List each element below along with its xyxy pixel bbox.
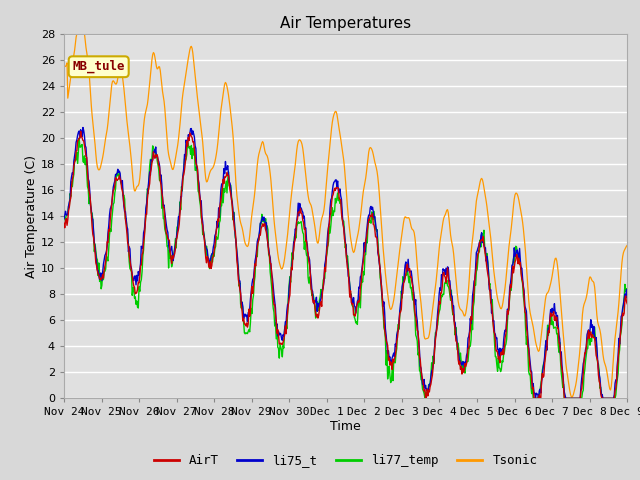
Legend: AirT, li75_t, li77_temp, Tsonic: AirT, li75_t, li77_temp, Tsonic <box>148 449 543 472</box>
Y-axis label: Air Temperature (C): Air Temperature (C) <box>25 155 38 277</box>
X-axis label: Time: Time <box>330 420 361 433</box>
Text: MB_tule: MB_tule <box>72 60 125 73</box>
Title: Air Temperatures: Air Temperatures <box>280 16 411 31</box>
